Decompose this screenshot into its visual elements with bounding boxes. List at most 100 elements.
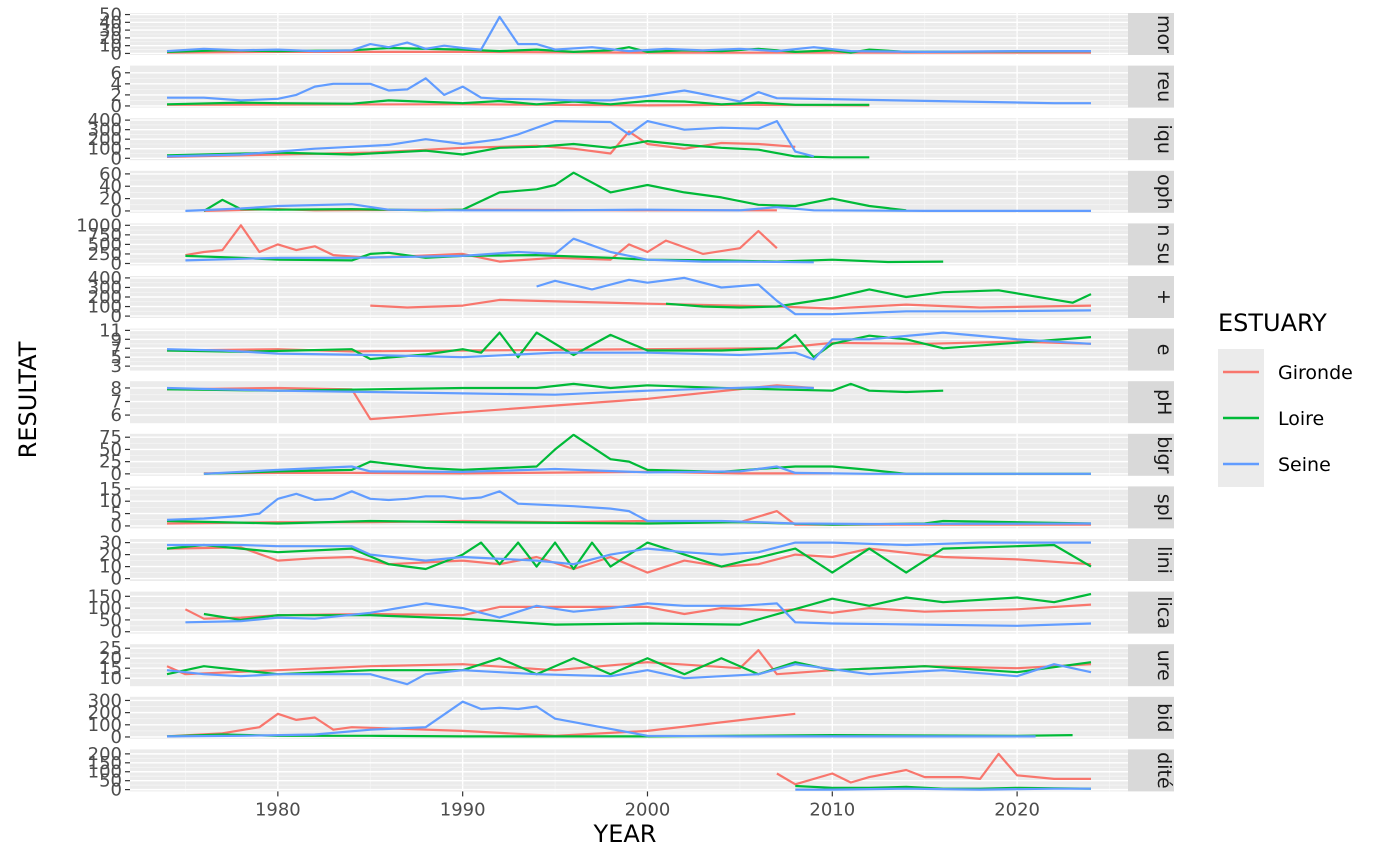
y-tick-label: 100 (88, 762, 122, 783)
series-line-seine (185, 237, 814, 264)
y-tick-label: 4 (111, 74, 122, 95)
series-line-seine (166, 385, 814, 396)
series-line-gironde (166, 130, 796, 158)
series-line-seine (536, 276, 1092, 316)
facet-strip-label: n su (1153, 224, 1175, 264)
y-tick-label: 0 (111, 148, 122, 169)
series-group (166, 382, 944, 421)
facet-strip (1128, 170, 1174, 213)
facet-strip (1128, 328, 1174, 371)
y-tick-label: 25 (99, 452, 122, 473)
y-tick-label: 500 (88, 234, 122, 255)
y-tick-label: 10 (99, 36, 122, 57)
facet-strip (1128, 433, 1174, 476)
series-group (166, 649, 1092, 686)
y-tick-label: 0 (111, 464, 122, 485)
series-line-loire (665, 288, 1092, 309)
y-tick-label: 0 (111, 516, 122, 537)
legend: ESTUARY Gironde Loire Seine (1218, 309, 1353, 487)
facet-strip (1128, 749, 1174, 792)
y-tick-label: 200 (88, 287, 122, 308)
y-tick-label: 100 (88, 715, 122, 736)
series-line-loire (166, 541, 1092, 574)
series-line-loire (795, 784, 1092, 790)
series-line-seine (167, 541, 1091, 566)
y-tick-label: 50 (99, 771, 122, 792)
series-group (184, 592, 1092, 627)
y-tick-label: 10 (99, 491, 122, 512)
y-tick-label: 0 (111, 306, 122, 327)
legend-keys: Gironde Loire Seine (1218, 349, 1353, 487)
facet-strip (1128, 486, 1174, 529)
y-tick-label: 5 (111, 504, 122, 525)
facet-strip-label: pH (1153, 389, 1175, 415)
y-tick-label: 20 (99, 28, 122, 49)
y-tick-label: 100 (88, 297, 122, 318)
series-line-seine (166, 700, 1036, 738)
y-tick-label: 1000 (76, 215, 122, 236)
y-tick-label: 20 (99, 189, 122, 210)
y-tick-label: 60 (99, 164, 122, 185)
series-line-gironde (166, 50, 1091, 54)
facet-strip (1128, 591, 1174, 634)
series-line-loire (166, 99, 870, 106)
y-tick-label: 20 (99, 545, 122, 566)
y-tick-label: 750 (88, 225, 122, 246)
series-line-seine (795, 787, 1091, 791)
y-tick-label: 0 (111, 622, 122, 643)
legend-label-seine: Seine (1278, 454, 1331, 476)
y-tick-label: 50 (99, 439, 122, 460)
series-group (166, 77, 1091, 107)
series-group (166, 331, 1092, 361)
series-line-seine (185, 602, 1092, 627)
y-tick-label: 7 (111, 392, 122, 413)
y-tick-label: 20 (99, 648, 122, 669)
series-line-loire (166, 140, 870, 159)
y-tick-label: 0 (111, 253, 122, 274)
y-tick-label: 30 (99, 533, 122, 554)
facet-strip-label: + (1153, 289, 1175, 305)
y-tick-label: 300 (88, 277, 122, 298)
panel-8: 678 pH (111, 378, 1175, 426)
y-tick-label: 25 (99, 638, 122, 659)
series-line-gironde (370, 298, 1092, 310)
y-axis-title: RESULTAT (14, 341, 42, 458)
series-line-seine (166, 331, 1092, 361)
series-line-loire (166, 519, 1092, 526)
y-tick-label: 10 (99, 668, 122, 689)
series-line-gironde (166, 546, 1092, 574)
y-tick-label: 5 (111, 347, 122, 368)
y-tick-label: 50 (99, 5, 122, 26)
facet-strip (1128, 276, 1174, 318)
legend-title: ESTUARY (1218, 309, 1327, 337)
x-tick-label: 2020 (994, 799, 1040, 820)
series-group (203, 433, 1091, 475)
y-tick-label: 0 (111, 780, 122, 801)
y-tick-label: 250 (88, 244, 122, 265)
y-tick-label: 40 (99, 176, 122, 197)
y-tick-label: 15 (99, 479, 122, 500)
facet-strip-label: bigr (1153, 436, 1175, 473)
y-tick-label: 400 (88, 110, 122, 131)
series-group (166, 15, 1092, 54)
series-line-gironde (203, 470, 833, 475)
y-tick-label: 100 (88, 139, 122, 160)
x-tick-label: 1990 (440, 799, 486, 820)
facet-strip-label: lica (1153, 596, 1175, 629)
series-line-gironde (166, 103, 870, 107)
series-line-loire (166, 382, 944, 394)
y-tick-label: 200 (88, 703, 122, 724)
facet-strip-label: bid (1153, 703, 1175, 732)
panel-background (130, 749, 1128, 792)
facet-strip (1128, 696, 1174, 739)
series-line-loire (203, 592, 1092, 626)
series-line-gironde (776, 752, 1091, 786)
y-tick-label: 2 (111, 85, 122, 106)
y-tick-label: 6 (111, 63, 122, 84)
